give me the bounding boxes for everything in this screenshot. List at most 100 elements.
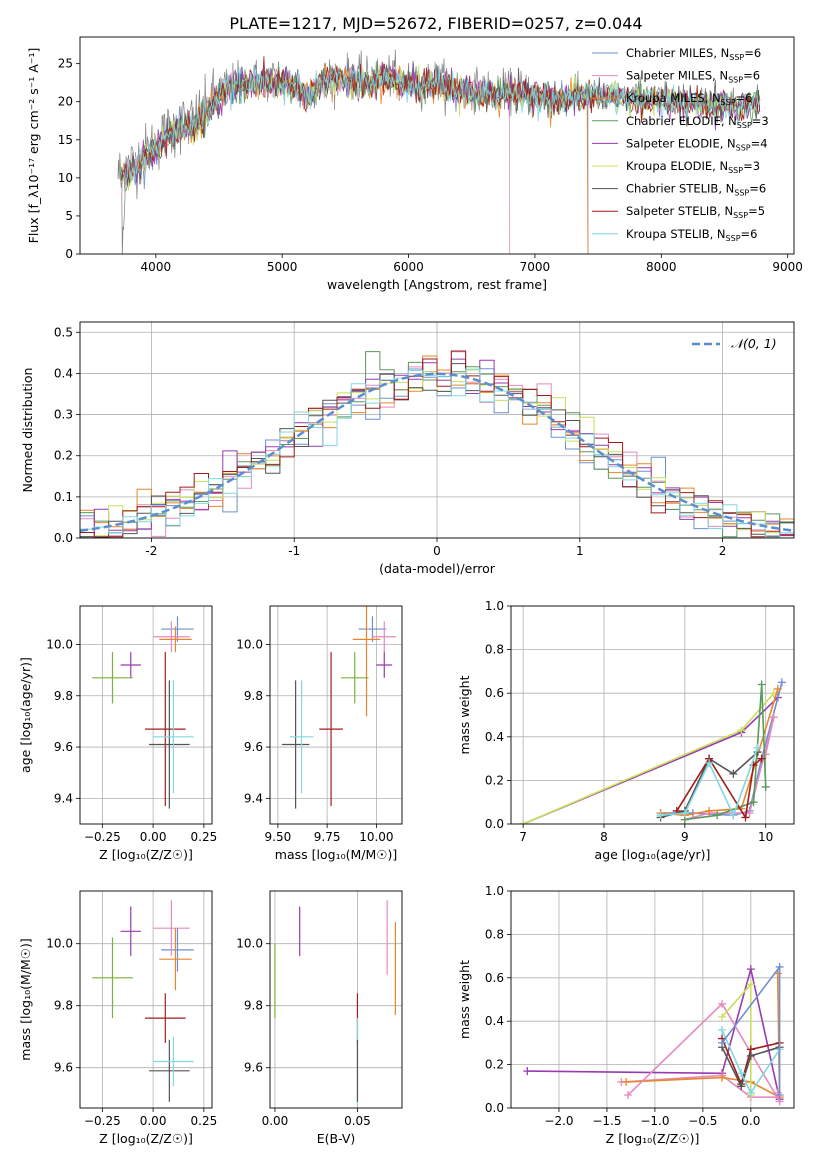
y-axis-label: mass [log₁₀(M/M☉)] — [18, 938, 33, 1060]
weight-marker — [705, 806, 714, 815]
x-tick-label: 0.25 — [191, 1114, 218, 1128]
data-point — [149, 1039, 190, 1102]
y-tick-label: 0.3 — [54, 408, 73, 422]
weight-marker — [761, 750, 770, 759]
x-tick-label: 1 — [576, 544, 584, 558]
y-tick-label: 0.5 — [54, 325, 73, 339]
data-point — [92, 937, 133, 1019]
data-point — [144, 993, 186, 1043]
y-tick-label: 0.8 — [485, 643, 504, 657]
x-axis-label: (data-model)/error — [379, 561, 496, 576]
y-tick-label: 0.2 — [54, 449, 73, 463]
legend-gaussian-label: 𝒩(0, 1) — [731, 336, 777, 351]
plot-area-spectrum — [117, 49, 761, 254]
x-tick-label: 0.05 — [344, 1114, 371, 1128]
x-axis-label: wavelength [Angstrom, rest frame] — [327, 277, 547, 292]
data-point — [352, 606, 381, 717]
x-tick-label: 0.25 — [191, 830, 218, 844]
data-point — [161, 928, 194, 972]
y-tick-label: 25 — [58, 57, 73, 71]
data-point — [159, 626, 192, 653]
weight-marker — [749, 798, 758, 807]
x-tick-label: 0.0 — [741, 1114, 760, 1128]
y-tick-label: 5 — [65, 209, 73, 223]
axes-frame — [269, 890, 403, 1109]
weight-series-6 — [721, 1046, 780, 1089]
data-point — [92, 652, 133, 704]
y-tick-label: 15 — [58, 133, 73, 147]
x-tick-label: −0.25 — [84, 1114, 121, 1128]
legend-entry: Chabrier STELIB, NSSP=6 — [626, 182, 766, 198]
x-tick-label: 7000 — [520, 260, 551, 274]
legend-entry: Chabrier MILES, NSSP=6 — [626, 46, 761, 62]
axes-age-vs-Z: −0.25 0.00 0.25 9.4 9.6 9.8 10.0 Z [log₁₀(Z/Z☉)… — [18, 605, 218, 862]
y-tick-label: 9.8 — [244, 689, 263, 703]
weight-series-1 — [621, 1074, 780, 1098]
weight-marker — [622, 1077, 631, 1086]
weight-marker — [718, 1025, 727, 1034]
y-tick-label: 9.8 — [54, 999, 73, 1013]
x-tick-label: 10 — [758, 830, 773, 844]
plot-area-massweight-vs-age — [511, 606, 794, 824]
axes-frame — [510, 605, 795, 825]
data-point — [153, 621, 190, 653]
weight-marker — [746, 1088, 755, 1097]
plot-area-age-vs-Z — [80, 606, 212, 824]
data-point — [372, 621, 397, 653]
weight-marker — [713, 811, 722, 820]
x-tick-label: 0.00 — [140, 1114, 167, 1128]
weight-marker — [746, 980, 755, 989]
y-tick-label: 0.2 — [485, 1058, 504, 1072]
axes-frame — [269, 605, 403, 825]
weight-marker — [705, 758, 714, 767]
plot-area-age-vs-mass — [270, 606, 402, 824]
y-tick-label: 0.0 — [54, 531, 73, 545]
legend-entry: Kroupa MILES, NSSP=6 — [626, 91, 752, 107]
weight-marker — [729, 811, 738, 820]
weight-marker — [519, 820, 528, 824]
y-axis-label: age [log₁₀(age/yr)] — [18, 657, 33, 773]
x-tick-label: 6000 — [393, 260, 424, 274]
axes-spectrum: 4000 5000 6000 7000 8000 9000 0 5 10 15 20 25 wavele… — [26, 36, 803, 292]
axes-frame — [79, 890, 213, 1109]
y-tick-label: 9.6 — [54, 740, 73, 754]
axes-frame — [79, 36, 795, 255]
y-tick-label: 10.0 — [46, 637, 73, 651]
y-tick-label: 9.6 — [54, 1061, 73, 1075]
data-point — [281, 680, 310, 809]
data-point — [149, 680, 190, 809]
y-tick-label: 10.0 — [46, 937, 73, 951]
weight-marker — [746, 1051, 755, 1060]
data-point — [289, 680, 314, 794]
axes-massweight-vs-age: 7 8 9 10 0.0 0.2 0.4 0.6 0.8 1.0 age [log₁₀(age/yr… — [457, 599, 795, 862]
y-tick-label: 0.1 — [54, 490, 73, 504]
x-tick-label: 8 — [600, 830, 608, 844]
figure-title: PLATE=1217, MJD=52672, FIBERID=0257, z=0… — [229, 14, 642, 33]
data-point — [153, 1036, 194, 1087]
x-axis-label: Z [log₁₀(Z/Z☉)] — [99, 1131, 193, 1146]
x-axis-label: Z [log₁₀(Z/Z☉)] — [99, 847, 193, 862]
y-tick-label: 0.4 — [485, 730, 504, 744]
y-axis-label: Normed distribution — [20, 368, 35, 493]
x-tick-label: 8000 — [646, 260, 677, 274]
weight-marker — [775, 962, 784, 971]
y-tick-label: 0.8 — [485, 927, 504, 941]
axes-mass-vs-ebv: 0.00 0.05 9.6 9.8 10.0 E(B-V) — [236, 890, 403, 1146]
weight-marker — [741, 813, 750, 822]
y-tick-label: 9.8 — [54, 689, 73, 703]
legend-spectrum: Chabrier MILES, NSSP=6 Salpeter MILES, NS… — [592, 46, 769, 243]
weight-marker — [777, 678, 786, 687]
x-tick-label: −2.0 — [544, 1114, 573, 1128]
x-tick-label: 9.50 — [265, 830, 292, 844]
legend-entry: Salpeter MILES, NSSP=6 — [626, 69, 760, 85]
x-tick-label: 4000 — [141, 260, 172, 274]
legend-entry: Salpeter ELODIE, NSSP=4 — [626, 136, 768, 152]
x-tick-label: 0.00 — [140, 830, 167, 844]
weight-marker — [775, 1090, 784, 1099]
weight-marker — [680, 809, 689, 818]
weight-series-1 — [522, 692, 775, 824]
axes-massweight-vs-Z: −2.0 −1.5 −1.0 −0.5 0.0 0.0 0.2 0.4 0.6 0.8 1.0 Z [… — [457, 884, 795, 1146]
weight-marker — [729, 769, 738, 778]
weight-marker — [718, 1073, 727, 1082]
